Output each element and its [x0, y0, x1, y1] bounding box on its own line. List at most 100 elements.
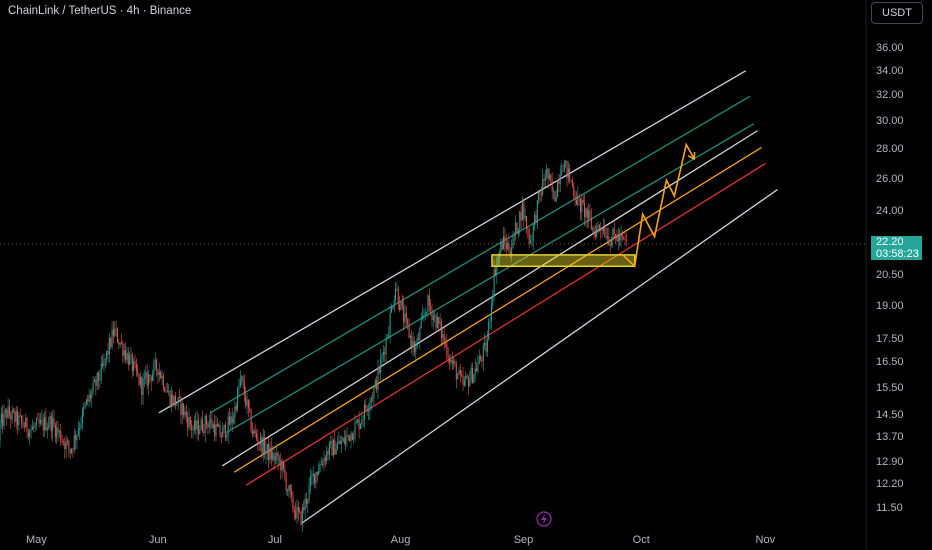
- regression-channel: [158, 70, 778, 524]
- candle-body: [338, 440, 340, 444]
- candle-body: [589, 210, 591, 218]
- candle-body: [331, 440, 333, 456]
- candle-body: [480, 356, 482, 360]
- candle-body: [481, 359, 483, 362]
- candle-body: [337, 443, 338, 450]
- candle-body: [7, 406, 9, 418]
- candle-body: [65, 440, 67, 450]
- candle-body: [341, 441, 343, 445]
- candle-body: [585, 208, 587, 218]
- candle-body: [567, 168, 569, 178]
- candle-body: [166, 391, 168, 393]
- candle-body: [408, 324, 410, 338]
- candle-body: [482, 345, 484, 362]
- candle-body: [85, 399, 87, 405]
- candle-body: [224, 424, 226, 438]
- candle-body: [121, 342, 122, 344]
- candle-body: [11, 409, 13, 420]
- time-tick-label: Jun: [148, 534, 167, 546]
- currency-button[interactable]: USDT: [871, 2, 923, 24]
- candle-body: [130, 354, 132, 356]
- candle-body: [586, 208, 588, 219]
- candle-body: [210, 419, 212, 422]
- candle-body: [411, 336, 413, 348]
- channel-line-teal-2: [225, 123, 754, 434]
- candle-body: [208, 421, 210, 428]
- candle-body: [4, 410, 6, 412]
- candle-body: [519, 211, 521, 229]
- candle-body: [485, 342, 487, 352]
- candle-body: [361, 420, 363, 424]
- candle-body: [365, 404, 367, 410]
- candle-body: [152, 374, 154, 381]
- candle-body: [89, 394, 91, 399]
- candle-body: [463, 380, 465, 386]
- candle-body: [454, 361, 456, 365]
- candle-body: [547, 168, 549, 179]
- price-tick-label: 28.00: [876, 143, 904, 156]
- candle-body: [535, 215, 537, 223]
- candle-body: [3, 411, 5, 427]
- candle-body: [445, 342, 446, 344]
- candle-body: [50, 415, 52, 432]
- candle-body: [447, 356, 449, 359]
- candle-body: [486, 339, 488, 352]
- candle-body: [148, 374, 149, 386]
- candle-body: [570, 179, 572, 181]
- candle-body: [256, 433, 257, 439]
- candle-body: [92, 381, 94, 392]
- candle-body: [476, 368, 478, 372]
- candle-body: [469, 379, 471, 387]
- candle-body: [440, 321, 442, 338]
- candle-body: [342, 437, 344, 442]
- candle-body: [561, 170, 563, 175]
- candle-body: [231, 416, 233, 423]
- lightning-bolt-icon[interactable]: [536, 511, 552, 527]
- candle-body: [515, 222, 517, 236]
- candle-body: [577, 196, 579, 205]
- candle-body: [315, 472, 317, 484]
- candle-body: [153, 362, 155, 375]
- candle-body: [566, 160, 568, 178]
- candle-body: [253, 430, 255, 435]
- candle-body: [593, 228, 595, 233]
- candle-body: [137, 371, 139, 375]
- candle-body: [212, 424, 214, 428]
- candle-body: [539, 192, 541, 194]
- candle-body: [517, 228, 519, 234]
- candle-body: [625, 239, 627, 241]
- candle-body: [261, 436, 263, 454]
- candle-body: [319, 464, 321, 472]
- candle-body: [439, 321, 441, 324]
- candle-body: [269, 447, 271, 461]
- candle-body: [146, 372, 148, 386]
- candle-body: [489, 320, 491, 322]
- last-price-value: 22.20: [876, 236, 904, 248]
- candle-body: [142, 378, 144, 396]
- candle-body: [135, 363, 137, 372]
- candle-body: [218, 424, 220, 427]
- candle-body: [431, 309, 433, 320]
- candle-body: [544, 177, 546, 181]
- candle-body: [346, 434, 348, 439]
- price-tick-label: 13.70: [876, 431, 904, 444]
- candle-body: [22, 421, 24, 427]
- candle-body: [530, 241, 532, 244]
- candle-body: [493, 269, 495, 297]
- candle-body: [590, 217, 592, 230]
- candle-body: [422, 315, 424, 319]
- candle-body: [505, 243, 507, 250]
- candle-body: [53, 418, 55, 425]
- candle-body: [220, 436, 222, 438]
- candle-body: [46, 427, 48, 431]
- candle-body: [30, 429, 32, 431]
- candle-body: [293, 509, 295, 512]
- candle-body: [442, 333, 444, 338]
- price-tick-label: 17.50: [876, 332, 904, 345]
- candle-body: [569, 168, 571, 180]
- candle-body: [531, 240, 533, 242]
- candle-body: [436, 316, 438, 329]
- candle-body: [233, 418, 235, 423]
- candle-body: [254, 430, 256, 434]
